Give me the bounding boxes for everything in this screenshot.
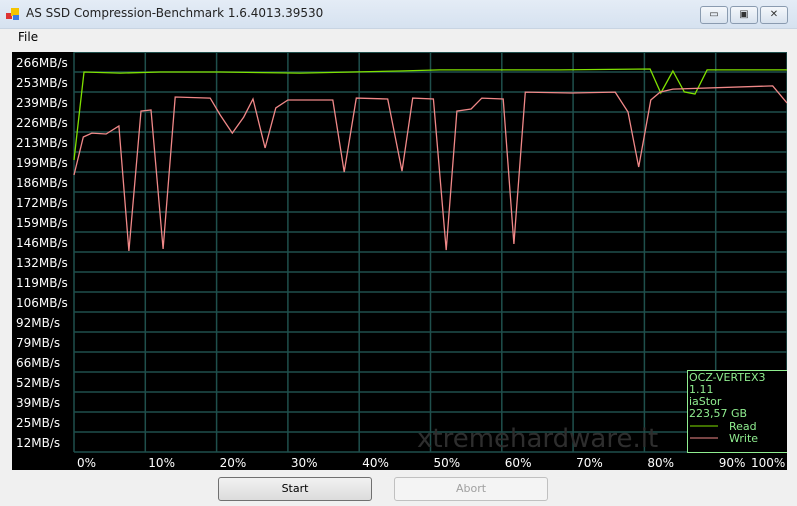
y-tick-label: 146MB/s [16, 236, 68, 250]
app-icon [6, 8, 19, 20]
y-tick-label: 66MB/s [16, 356, 60, 370]
y-tick-label: 213MB/s [16, 136, 68, 150]
x-tick-label: 20% [220, 456, 247, 470]
y-tick-label: 199MB/s [16, 156, 68, 170]
abort-button[interactable]: Abort [394, 477, 548, 501]
y-tick-label: 239MB/s [16, 96, 68, 110]
series-line-read [73, 68, 787, 161]
y-tick-label: 253MB/s [16, 76, 68, 90]
x-tick-label: 40% [362, 456, 389, 470]
minimize-button[interactable]: ▭ [700, 6, 728, 24]
x-tick-label: 30% [291, 456, 318, 470]
y-tick-label: 106MB/s [16, 296, 68, 310]
x-tick-label: 90% [719, 456, 746, 470]
x-tick-label: 70% [576, 456, 603, 470]
y-tick-label: 132MB/s [16, 256, 68, 270]
y-tick-label: 266MB/s [16, 56, 68, 70]
y-tick-label: 12MB/s [16, 436, 60, 450]
y-tick-label: 39MB/s [16, 396, 60, 410]
maximize-button[interactable]: ▣ [730, 6, 758, 24]
y-tick-label: 159MB/s [16, 216, 68, 230]
x-tick-label: 50% [434, 456, 461, 470]
x-tick-label: 10% [148, 456, 175, 470]
legend-label: Read [729, 420, 757, 433]
y-tick-label: 119MB/s [16, 276, 68, 290]
y-tick-label: 79MB/s [16, 336, 60, 350]
legend-info: iaStor [689, 395, 722, 408]
y-tick-label: 25MB/s [16, 416, 60, 430]
legend-box [687, 370, 787, 453]
y-tick-label: 92MB/s [16, 316, 60, 330]
y-tick-label: 172MB/s [16, 196, 68, 210]
close-button[interactable]: ✕ [760, 6, 788, 24]
window-title: AS SSD Compression-Benchmark 1.6.4013.39… [26, 6, 324, 20]
y-tick-label: 52MB/s [16, 376, 60, 390]
x-tick-label: 100% [751, 456, 785, 470]
window-edge [787, 52, 797, 506]
menu-file[interactable]: File [18, 30, 39, 44]
watermark: xtremehardware.it [417, 424, 658, 454]
title-bar: AS SSD Compression-Benchmark 1.6.4013.39… [0, 0, 797, 29]
series-line-write [73, 85, 787, 252]
x-tick-label: 60% [505, 456, 532, 470]
x-tick-label: 0% [77, 456, 96, 470]
start-button[interactable]: Start [218, 477, 372, 501]
benchmark-chart: 266MB/s 253MB/s 239MB/s 226MB/s 213MB/s 199MB… [12, 52, 787, 470]
y-tick-label: 186MB/s [16, 176, 68, 190]
legend-info: 1.11 [689, 383, 714, 396]
menu-bar: File [0, 28, 797, 48]
legend-info: OCZ-VERTEX3 [689, 371, 766, 384]
legend-label: Write [729, 432, 758, 445]
y-tick-label: 226MB/s [16, 116, 68, 130]
legend-info: 223,57 GB [689, 407, 747, 420]
x-tick-label: 80% [647, 456, 674, 470]
